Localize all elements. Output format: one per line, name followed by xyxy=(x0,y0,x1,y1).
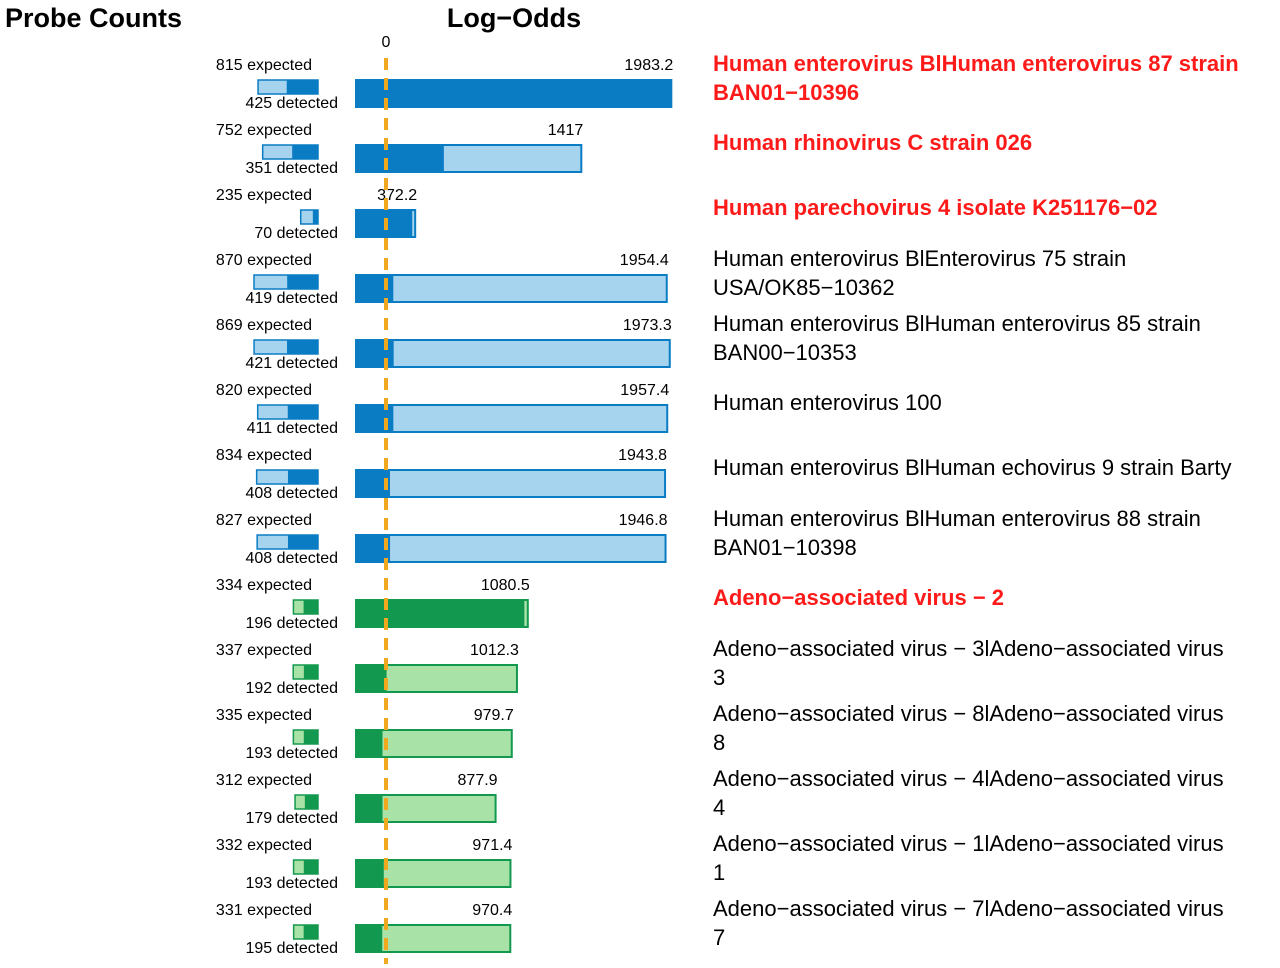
chart-rows: 815 expected 425 detected 1983.2 Human ente… xyxy=(216,51,1239,957)
log-odds-value-label: 1012.3 xyxy=(470,642,519,659)
detected-count-bar xyxy=(287,275,318,289)
detected-count-bar xyxy=(287,535,318,549)
probe-counts-header: Probe Counts xyxy=(5,3,182,33)
detected-count-bar xyxy=(303,665,318,679)
detected-count-bar xyxy=(303,600,318,614)
log-odds-bar xyxy=(355,404,669,433)
log-odds-dark-segment xyxy=(356,665,387,692)
detected-count-bar xyxy=(287,405,318,419)
detected-count-bar xyxy=(303,925,318,939)
expected-count-label: 752 expected xyxy=(216,122,312,139)
log-odds-value-label: 1983.2 xyxy=(624,57,673,74)
log-odds-value-label: 1946.8 xyxy=(619,512,668,529)
expected-count-label: 870 expected xyxy=(216,252,312,269)
virus-name-label: BAN01−10396 xyxy=(713,80,859,105)
virus-name-label: 4 xyxy=(713,795,725,820)
log-odds-bar xyxy=(355,469,667,498)
virus-name-label: Human enterovirus BlEnterovirus 75 strai… xyxy=(713,246,1126,271)
virus-name-label: Adeno−associated virus − 4lAdeno−associa… xyxy=(713,766,1224,791)
expected-count-label: 334 expected xyxy=(216,577,312,594)
expected-count-label: 834 expected xyxy=(216,447,312,464)
detected-count-label: 195 detected xyxy=(245,940,338,957)
detected-count-label: 408 detected xyxy=(245,485,338,502)
detected-count-bar xyxy=(303,860,318,874)
log-odds-dark-segment xyxy=(356,925,383,952)
log-odds-bar xyxy=(355,339,671,368)
log-odds-value-label: 979.7 xyxy=(474,707,514,724)
log-odds-dark-segment xyxy=(356,795,383,822)
expected-count-label: 337 expected xyxy=(216,642,312,659)
virus-name-label: Human enterovirus BlHuman enterovirus 88… xyxy=(713,506,1201,531)
detected-count-label: 425 detected xyxy=(245,95,338,112)
virus-name-label: 8 xyxy=(713,730,725,755)
detected-count-label: 192 detected xyxy=(245,680,338,697)
virus-name-label: USA/OK85−10362 xyxy=(713,275,895,300)
zero-tick-label: 0 xyxy=(382,34,391,51)
detected-count-label: 419 detected xyxy=(245,290,338,307)
log-odds-value-label: 1943.8 xyxy=(618,447,667,464)
virus-name-label: Adeno−associated virus − 7lAdeno−associa… xyxy=(713,896,1224,921)
log-odds-bar xyxy=(355,274,668,303)
expected-count-label: 312 expected xyxy=(216,772,312,789)
detected-count-bar xyxy=(287,470,318,484)
detected-count-bar xyxy=(303,730,318,744)
log-odds-value-label: 970.4 xyxy=(472,902,512,919)
expected-count-label: 331 expected xyxy=(216,902,312,919)
virus-name-label: Human enterovirus BlHuman enterovirus 87… xyxy=(713,51,1239,76)
virus-name-label: 7 xyxy=(713,925,725,950)
virus-name-label: Human enterovirus BlHuman echovirus 9 st… xyxy=(713,455,1231,480)
log-odds-dark-segment xyxy=(356,340,394,367)
detected-count-bar xyxy=(292,145,318,159)
detected-count-bar xyxy=(287,340,318,354)
detected-count-bar xyxy=(304,795,318,809)
detected-count-label: 70 detected xyxy=(254,225,338,242)
detected-count-label: 411 detected xyxy=(247,420,338,437)
log-odds-value-label: 1957.4 xyxy=(620,382,669,399)
virus-name-label: Human parechovirus 4 isolate K251176−02 xyxy=(713,195,1158,220)
virus-name-label: Adeno−associated virus − 1lAdeno−associa… xyxy=(713,831,1224,856)
virus-name-label: 1 xyxy=(713,860,725,885)
expected-count-label: 332 expected xyxy=(216,837,312,854)
detected-count-label: 421 detected xyxy=(245,355,338,372)
expected-count-label: 815 expected xyxy=(216,57,312,74)
detected-count-bar xyxy=(312,210,318,224)
log-odds-value-label: 1080.5 xyxy=(481,577,530,594)
log-odds-value-label: 1954.4 xyxy=(620,252,669,269)
detected-count-label: 179 detected xyxy=(245,810,338,827)
expected-count-label: 869 expected xyxy=(216,317,312,334)
expected-count-label: 235 expected xyxy=(216,187,312,204)
virus-name-label: Adeno−associated virus − 2 xyxy=(713,585,1004,610)
detected-count-label: 193 detected xyxy=(245,745,338,762)
log-odds-dark-segment xyxy=(356,80,672,107)
detected-count-label: 351 detected xyxy=(245,160,338,177)
log-odds-dark-segment xyxy=(356,860,384,887)
detected-count-bar xyxy=(286,80,318,94)
virus-name-label: BAN01−10398 xyxy=(713,535,857,560)
detected-count-label: 196 detected xyxy=(245,615,338,632)
log-odds-value-label: 372.2 xyxy=(377,187,417,204)
expected-count-label: 827 expected xyxy=(216,512,312,529)
log-odds-bar xyxy=(355,534,667,563)
log-odds-dark-segment xyxy=(356,145,444,172)
log-odds-dark-segment xyxy=(356,600,525,627)
expected-count-label: 335 expected xyxy=(216,707,312,724)
log-odds-dark-segment xyxy=(356,730,383,757)
log-odds-value-label: 1973.3 xyxy=(623,317,672,334)
detected-count-label: 193 detected xyxy=(245,875,338,892)
virus-name-label: BAN00−10353 xyxy=(713,340,857,365)
virus-name-label: Adeno−associated virus − 3lAdeno−associa… xyxy=(713,636,1224,661)
detected-count-label: 408 detected xyxy=(245,550,338,567)
virus-name-label: Human rhinovirus C strain 026 xyxy=(713,130,1032,155)
log-odds-value-label: 971.4 xyxy=(472,837,512,854)
expected-count-label: 820 expected xyxy=(216,382,312,399)
log-odds-value-label: 877.9 xyxy=(458,772,498,789)
log-odds-value-label: 1417 xyxy=(548,122,584,139)
virus-name-label: Human enterovirus 100 xyxy=(713,390,942,415)
virus-name-label: Human enterovirus BlHuman enterovirus 85… xyxy=(713,311,1201,336)
virus-name-label: 3 xyxy=(713,665,725,690)
virus-name-label: Adeno−associated virus − 8lAdeno−associa… xyxy=(713,701,1224,726)
log-odds-header: Log−Odds xyxy=(447,3,581,33)
